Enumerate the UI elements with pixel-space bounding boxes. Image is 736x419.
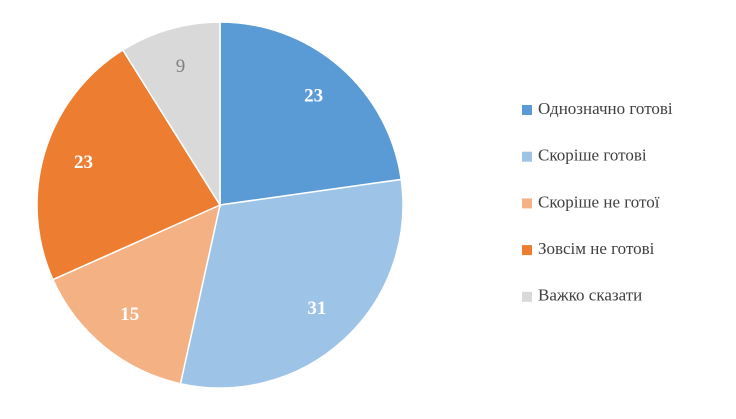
data-label: 15 — [120, 304, 139, 325]
data-label: 9 — [176, 56, 186, 77]
pie-slice — [36, 48, 222, 281]
pie-slice — [219, 21, 403, 206]
legend-label: Зовсім не готові — [538, 239, 655, 258]
data-label: 23 — [74, 152, 93, 173]
legend-label: Скоріше не готої — [538, 192, 660, 211]
data-label: 23 — [304, 86, 323, 107]
legend-swatch — [522, 291, 532, 302]
legend-label: Скоріше готові — [538, 146, 647, 165]
pie-slice — [51, 203, 222, 385]
pie-slice — [179, 178, 404, 389]
legend-label: Важко сказати — [538, 286, 642, 305]
legend-swatch — [522, 151, 532, 162]
pie-slice — [121, 21, 221, 208]
legend-swatch — [522, 245, 532, 256]
legend-swatch — [522, 198, 532, 209]
data-label: 31 — [307, 298, 326, 319]
legend-label: Однозначно готові — [538, 99, 673, 118]
legend-swatch — [522, 105, 532, 115]
